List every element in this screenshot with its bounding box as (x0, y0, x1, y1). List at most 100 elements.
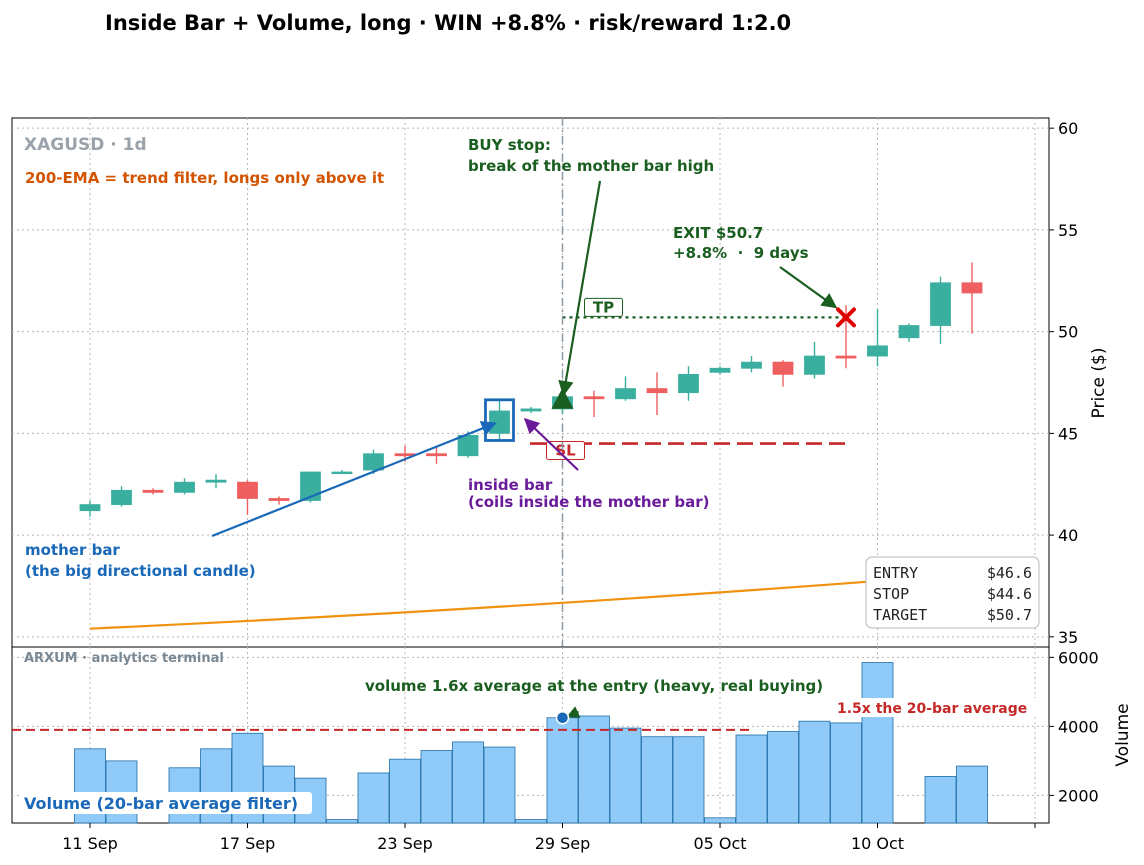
mother-bar-arrow (211, 421, 497, 538)
volume-bar (609, 727, 642, 824)
symbol-label: XAGUSD · 1d (24, 135, 147, 155)
volume-bar (672, 736, 705, 824)
candle-body (583, 396, 605, 400)
ema-layer (89, 572, 973, 630)
volume-tick-label: 4000 (1058, 717, 1099, 736)
volume-bar (357, 772, 390, 824)
volume-bar (735, 734, 768, 824)
candle-body (111, 489, 132, 505)
x-tick-label: 29 Sep (535, 834, 591, 853)
candle-body (205, 479, 227, 483)
candle-body (268, 498, 290, 501)
price-panel: TP SL 35 40 45 50 55 60 XAGUSD · 1d 200-EMA = … (11, 117, 1109, 823)
volume-bar (924, 776, 957, 824)
candle-body (300, 471, 321, 501)
volume-bar (326, 819, 358, 824)
candles-layer (79, 262, 983, 517)
candle-body (520, 408, 542, 412)
buy-annotation-line1: BUY stop: (468, 136, 551, 154)
chart-title: Inside Bar + Volume, long · WIN +8.8% · … (105, 11, 791, 35)
x-tick-label: 05 Oct (693, 834, 746, 853)
volume-panel-label-bg (20, 792, 312, 814)
buy-entry-triangle (551, 387, 574, 409)
tp-label-box (584, 297, 623, 317)
exit-cross (836, 307, 856, 328)
volume-entry-dot (555, 710, 570, 725)
volume-panel: 2000 4000 6000 11 Sep 17 Sep 23 Sep 29 Sep 05 … (11, 646, 1133, 853)
mother-annotation-line1: mother bar (25, 541, 120, 559)
volume-bar (798, 720, 831, 824)
candle-body (331, 471, 353, 475)
exit-annotation-line1: EXIT $50.7 (673, 224, 763, 242)
volume-bar (452, 741, 484, 824)
candle-body (426, 453, 447, 457)
volume-tick-label: 6000 (1058, 648, 1099, 667)
exit-annotation-line2: +8.8% · 9 days (673, 244, 809, 262)
price-tick-label: 55 (1058, 221, 1078, 240)
candle-body (835, 355, 857, 359)
trade-info-box-frame (865, 556, 1040, 629)
volume-bar (578, 715, 610, 824)
volume-bar (830, 722, 862, 824)
candle-body (457, 434, 479, 457)
candle-body (237, 481, 258, 499)
volume-bar (956, 765, 988, 824)
info-stop-value: $44.6 (987, 585, 1032, 603)
ema-label: 200-EMA = trend filter, longs only above… (25, 169, 384, 187)
tp-label: TP (593, 298, 614, 316)
candle-body (615, 388, 636, 400)
info-target-label: TARGET (873, 606, 927, 624)
price-tick-label: 45 (1058, 424, 1078, 443)
candle-body (174, 481, 195, 493)
inside-annotation-line1: inside bar (468, 476, 553, 494)
sl-label-box (546, 441, 585, 461)
x-tick-label: 17 Sep (220, 834, 276, 853)
volume-bar (546, 717, 579, 824)
volume-bar (704, 817, 736, 824)
volume-entry-annotation: volume 1.6x average at the entry (heavy,… (365, 677, 823, 695)
volume-panel-label: Volume (20-bar average filter) (24, 794, 298, 813)
volume-entry-arrow (566, 706, 581, 718)
candle-body (79, 504, 101, 512)
inside-annotation-line2: (coils inside the mother bar) (468, 493, 709, 511)
volume-bar (420, 750, 453, 824)
candle-body (489, 410, 510, 434)
candle-body (646, 388, 668, 394)
levels-layer: TP SL (530, 118, 846, 823)
candle-body (867, 345, 888, 357)
x-tick-label: 11 Sep (62, 834, 118, 853)
candle-body (961, 282, 983, 294)
volume-bar (767, 731, 799, 824)
buy-arrow (558, 180, 602, 397)
x-tick-label: 10 Oct (851, 834, 904, 853)
candle-body (898, 325, 920, 339)
volume-bar (483, 746, 516, 824)
trade-info-box: ENTRY $46.6 STOP $44.6 TARGET $50.7 (865, 556, 1040, 629)
volume-average-label: 1.5x the 20-bar average (837, 701, 1027, 717)
exit-arrow (779, 266, 838, 309)
candle-body (709, 367, 731, 373)
sl-label: SL (555, 442, 576, 460)
info-stop-label: STOP (873, 585, 909, 603)
volume-annotations (12, 706, 752, 731)
buy-annotation-line2: break of the mother bar high (468, 157, 714, 175)
candle-body (363, 453, 384, 471)
volume-bar (641, 736, 673, 824)
candle-body (142, 489, 164, 493)
mother-annotation-line2: (the big directional candle) (25, 562, 256, 580)
x-tick-label: 23 Sep (377, 834, 433, 853)
candle-body (772, 361, 794, 375)
candle-body (930, 282, 951, 326)
price-annotations (211, 180, 856, 538)
price-tick-label: 60 (1058, 119, 1078, 138)
candle-body (804, 355, 825, 375)
price-tick-label: 35 (1058, 628, 1078, 647)
volume-tick-label: 2000 (1058, 786, 1099, 805)
info-target-value: $50.7 (987, 606, 1032, 624)
x-axis: 11 Sep 17 Sep 23 Sep 29 Sep 05 Oct 10 Oct (62, 823, 1036, 853)
volume-bar (389, 758, 421, 824)
info-entry-label: ENTRY (873, 564, 918, 582)
price-tick-label: 50 (1058, 323, 1078, 342)
price-axis: 35 40 45 50 55 60 (1049, 119, 1078, 647)
